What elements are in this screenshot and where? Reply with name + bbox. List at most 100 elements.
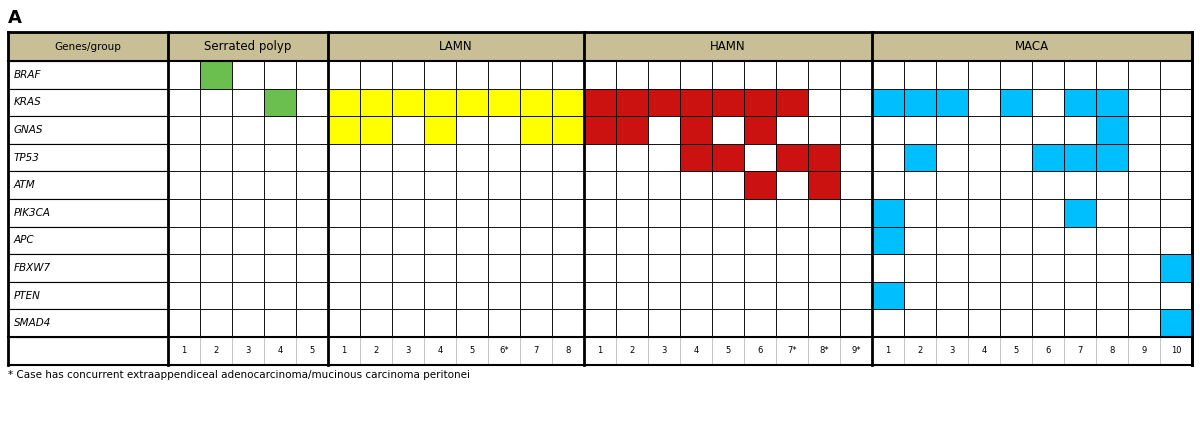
Bar (552, 282, 584, 309)
Bar (776, 254, 808, 282)
Bar (1160, 226, 1192, 254)
Bar (424, 116, 456, 144)
Text: 9: 9 (1141, 346, 1147, 355)
Bar (808, 89, 840, 116)
Bar (424, 282, 456, 309)
Bar (264, 61, 296, 89)
Bar (904, 116, 936, 144)
Bar (616, 89, 648, 116)
Text: HAMN: HAMN (710, 40, 745, 53)
Bar (712, 226, 744, 254)
Bar (232, 171, 264, 199)
Text: Serrated polyp: Serrated polyp (204, 40, 292, 53)
Bar (936, 61, 968, 89)
Bar (808, 144, 840, 171)
Bar (328, 226, 360, 254)
Bar (264, 144, 296, 171)
Bar (200, 226, 232, 254)
Bar (968, 61, 1000, 89)
Bar (168, 282, 200, 309)
Bar (776, 144, 808, 171)
Bar (552, 116, 584, 144)
Bar (904, 89, 936, 116)
Bar (488, 337, 520, 365)
Bar (616, 61, 648, 89)
Bar (840, 61, 872, 89)
Bar (1128, 337, 1160, 365)
Bar (392, 199, 424, 226)
Bar (200, 282, 232, 309)
Bar (424, 199, 456, 226)
Text: 2: 2 (214, 346, 218, 355)
Bar (360, 116, 392, 144)
Text: 3: 3 (661, 346, 667, 355)
Bar (840, 171, 872, 199)
Bar (1096, 282, 1128, 309)
Bar (520, 171, 552, 199)
Bar (328, 171, 360, 199)
Bar (8, 282, 168, 309)
Bar (616, 144, 648, 171)
Bar (680, 199, 712, 226)
Bar (488, 199, 520, 226)
Bar (392, 337, 424, 365)
Bar (264, 226, 296, 254)
Bar (776, 226, 808, 254)
Bar (744, 116, 776, 144)
Text: TP53: TP53 (14, 153, 40, 163)
Bar (456, 144, 488, 171)
Bar (200, 89, 232, 116)
Bar (200, 199, 232, 226)
Bar (424, 61, 456, 89)
Bar (616, 282, 648, 309)
Bar (968, 89, 1000, 116)
Bar (584, 32, 872, 61)
Bar (808, 226, 840, 254)
Bar (232, 226, 264, 254)
Bar (1032, 254, 1064, 282)
Bar (520, 337, 552, 365)
Bar (552, 199, 584, 226)
Bar (392, 282, 424, 309)
Bar (232, 199, 264, 226)
Bar (936, 89, 968, 116)
Bar (744, 61, 776, 89)
Bar (168, 61, 200, 89)
Text: 7*: 7* (787, 346, 797, 355)
Text: GNAS: GNAS (14, 125, 43, 135)
Bar (1064, 89, 1096, 116)
Bar (840, 199, 872, 226)
Text: 8: 8 (1109, 346, 1115, 355)
Bar (328, 309, 360, 337)
Bar (1160, 144, 1192, 171)
Bar (648, 116, 680, 144)
Bar (840, 89, 872, 116)
Bar (8, 309, 168, 337)
Bar (1160, 61, 1192, 89)
Bar (776, 171, 808, 199)
Bar (264, 171, 296, 199)
Text: LAMN: LAMN (439, 40, 473, 53)
Bar (1032, 89, 1064, 116)
Bar (1160, 171, 1192, 199)
Bar (232, 309, 264, 337)
Bar (808, 337, 840, 365)
Bar (296, 254, 328, 282)
Text: PIK3CA: PIK3CA (14, 208, 50, 218)
Bar (392, 89, 424, 116)
Bar (200, 116, 232, 144)
Bar (872, 61, 904, 89)
Bar (872, 171, 904, 199)
Bar (680, 144, 712, 171)
Text: 8: 8 (565, 346, 570, 355)
Bar (936, 309, 968, 337)
Bar (744, 199, 776, 226)
Bar (776, 309, 808, 337)
Bar (712, 144, 744, 171)
Text: 1: 1 (341, 346, 347, 355)
Bar (680, 89, 712, 116)
Bar (296, 199, 328, 226)
Bar (904, 171, 936, 199)
Bar (936, 337, 968, 365)
Bar (264, 282, 296, 309)
